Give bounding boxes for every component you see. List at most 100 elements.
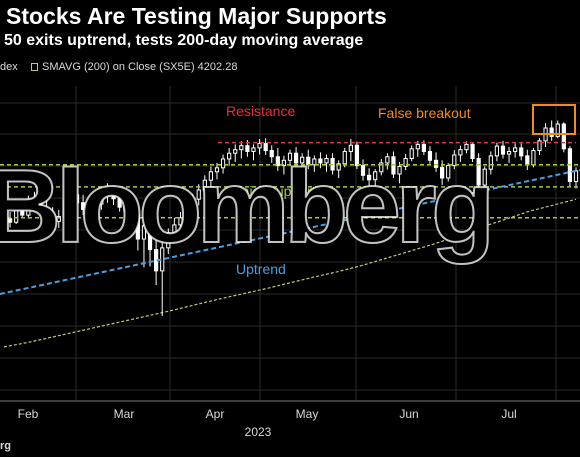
candle <box>178 212 183 233</box>
candle-body <box>415 143 420 150</box>
candle <box>360 159 366 181</box>
month-tick-label: Mar <box>114 407 135 421</box>
candle <box>324 154 329 172</box>
candle-body <box>421 143 426 152</box>
candle-body <box>409 148 414 160</box>
candle <box>111 185 116 205</box>
candle <box>56 209 61 228</box>
candle-body <box>476 158 481 186</box>
candle <box>227 147 232 166</box>
candle <box>519 143 524 161</box>
candle <box>458 145 463 163</box>
candle <box>312 155 317 172</box>
candle <box>269 145 274 163</box>
candle <box>549 120 554 141</box>
candle-body <box>379 162 384 173</box>
candle-body <box>214 167 220 173</box>
candle <box>257 139 262 155</box>
candle-body <box>184 209 189 219</box>
year-label: 2023 <box>245 425 272 439</box>
candle-body <box>561 123 566 150</box>
candle <box>385 153 390 170</box>
candle <box>14 204 19 224</box>
candle <box>1 213 7 232</box>
candle <box>214 162 220 180</box>
sma-200-line <box>3 198 577 348</box>
candle <box>135 209 140 251</box>
legend-sma-label: SMAVG (200) on Close (SX5E) 4202.28 <box>42 61 238 73</box>
candle <box>220 154 226 174</box>
candle-body <box>312 158 317 166</box>
candle <box>476 153 481 190</box>
month-tick-label: Apr <box>206 407 225 421</box>
candle <box>160 239 165 316</box>
candle <box>488 151 493 175</box>
candle-body <box>275 156 280 167</box>
candle-body <box>537 140 542 152</box>
candle-body <box>111 190 116 200</box>
candle-body <box>573 170 579 183</box>
candle-body <box>440 166 445 179</box>
candle <box>251 144 256 161</box>
candle <box>166 228 171 255</box>
candle-body <box>166 232 171 249</box>
candle-body <box>202 179 207 191</box>
candle <box>537 138 542 155</box>
candle <box>172 217 177 241</box>
candle-body <box>74 194 80 204</box>
candle <box>330 153 335 175</box>
uptrend-label: Uptrend <box>236 261 286 277</box>
false-breakout-box <box>532 104 576 135</box>
candle <box>202 175 207 197</box>
candle-body <box>99 193 104 205</box>
candle <box>470 142 475 163</box>
candle-body <box>269 150 274 158</box>
uptrend-line <box>0 169 580 295</box>
candle-body <box>190 198 195 211</box>
candle-body <box>555 123 560 137</box>
candle <box>494 142 499 162</box>
resistance-label: Resistance <box>226 103 295 119</box>
candle <box>87 200 92 221</box>
candle-body <box>135 213 140 240</box>
candle-body <box>342 150 347 165</box>
candle <box>379 158 384 176</box>
candle <box>403 154 408 171</box>
candle <box>482 166 487 194</box>
candle-body <box>38 198 43 209</box>
candle-body <box>385 156 390 164</box>
candle-body <box>494 145 499 157</box>
candle <box>415 140 420 157</box>
candle <box>293 147 299 166</box>
candle-body <box>105 190 110 195</box>
month-tick-label: May <box>296 407 319 421</box>
candle <box>573 167 579 189</box>
candle <box>300 153 305 171</box>
chart-grid <box>0 86 580 400</box>
candle <box>397 162 402 184</box>
candle <box>196 184 201 206</box>
candle-series <box>1 120 579 316</box>
candle <box>555 120 560 139</box>
candle-body <box>300 156 305 164</box>
candle <box>506 147 512 163</box>
candle-body <box>20 209 25 216</box>
candle <box>446 162 451 182</box>
candle-body <box>117 198 122 208</box>
candle-body <box>427 150 433 161</box>
candle <box>354 141 360 170</box>
candle <box>74 185 80 208</box>
candle-body <box>239 145 244 151</box>
candle <box>68 186 74 206</box>
chart-title: Stocks Are Testing Major Supports <box>6 3 387 29</box>
candle <box>93 197 98 217</box>
candle-body <box>306 156 311 166</box>
candle-body <box>68 194 74 201</box>
candle-body <box>293 152 299 164</box>
candle-body <box>348 144 353 152</box>
candle <box>7 212 13 228</box>
candle-body <box>62 199 67 217</box>
candle <box>567 146 573 187</box>
candle <box>452 150 457 170</box>
